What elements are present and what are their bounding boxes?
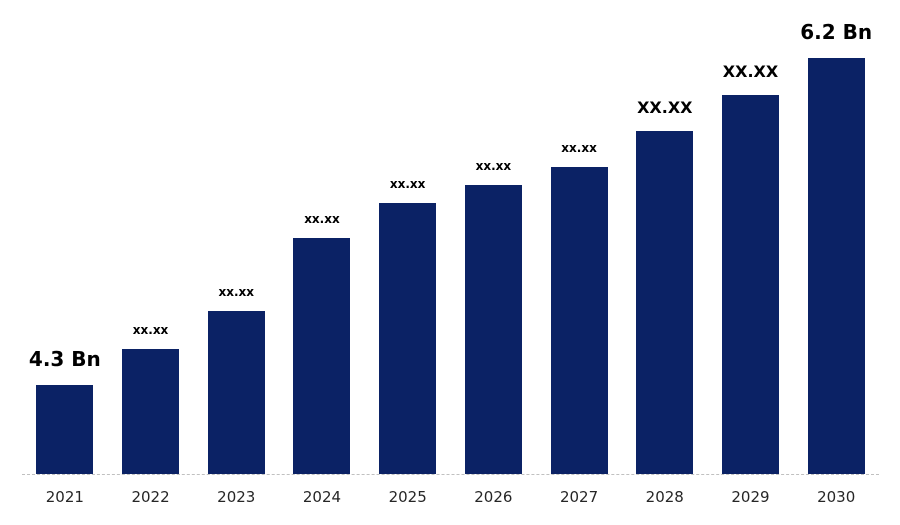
- data-label-2021: 4.3 Bn: [28, 347, 101, 371]
- bar-2029: [721, 95, 779, 474]
- bar-2028: [636, 131, 694, 474]
- x-tick-label-2024: 2024: [302, 488, 342, 506]
- x-tick-label-2025: 2025: [388, 488, 427, 506]
- bar-column-2025: xx.xx: [365, 0, 451, 474]
- data-label-2025: xx.xx: [389, 176, 426, 191]
- bar-2026: [464, 185, 522, 474]
- x-tick-label-2026: 2026: [474, 488, 513, 506]
- x-axis-labels: 2021 2022 2023 2024 2025 2026 2027 2028 2029 2030: [22, 475, 879, 506]
- x-tick-label-2021: 2021: [45, 488, 84, 506]
- bar-column-2027: xx.xx: [536, 0, 622, 474]
- data-label-2026: xx.xx: [475, 158, 512, 173]
- x-tick-label-2029: 2029: [731, 488, 770, 506]
- bar-column-2028: XX.XX: [622, 0, 708, 474]
- bar-2024: [293, 238, 351, 474]
- x-tick-label-2028: 2028: [645, 488, 684, 506]
- bar-2022: [122, 349, 180, 474]
- bar-column-2024: xx.xx: [279, 0, 365, 474]
- bar-2023: [207, 311, 265, 474]
- data-label-2023: xx.xx: [218, 284, 255, 299]
- x-tick-label-2030: 2030: [817, 488, 856, 506]
- bar-column-2021: 4.3 Bn: [22, 0, 108, 474]
- bar-column-2023: xx.xx: [193, 0, 279, 474]
- plot-area: 4.3 Bn xx.xx xx.xx xx.xx xx.xx xx.xx xx.xx XX.X…: [22, 0, 879, 475]
- bar-2027: [550, 167, 608, 474]
- data-label-2027: xx.xx: [561, 140, 597, 155]
- x-tick-label-2022: 2022: [131, 488, 170, 506]
- bar-column-2022: xx.xx: [108, 0, 194, 474]
- x-tick-label-2027: 2027: [559, 488, 599, 506]
- bar-2030: [807, 58, 865, 474]
- data-label-2024: xx.xx: [304, 211, 340, 226]
- bar-column-2029: XX.XX: [708, 0, 794, 474]
- bar-column-2030: 6.2 Bn: [793, 0, 879, 474]
- x-tick-label-2023: 2023: [217, 488, 256, 506]
- bars-container: 4.3 Bn xx.xx xx.xx xx.xx xx.xx xx.xx xx.xx XX.X…: [22, 0, 879, 474]
- data-label-2028: XX.XX: [637, 98, 693, 118]
- data-label-2030: 6.2 Bn: [800, 20, 873, 44]
- bar-2025: [379, 203, 437, 474]
- data-label-2022: xx.xx: [132, 322, 169, 337]
- data-label-2029: XX.XX: [722, 62, 779, 82]
- bar-2021: [36, 385, 94, 474]
- bar-column-2026: xx.xx: [451, 0, 537, 474]
